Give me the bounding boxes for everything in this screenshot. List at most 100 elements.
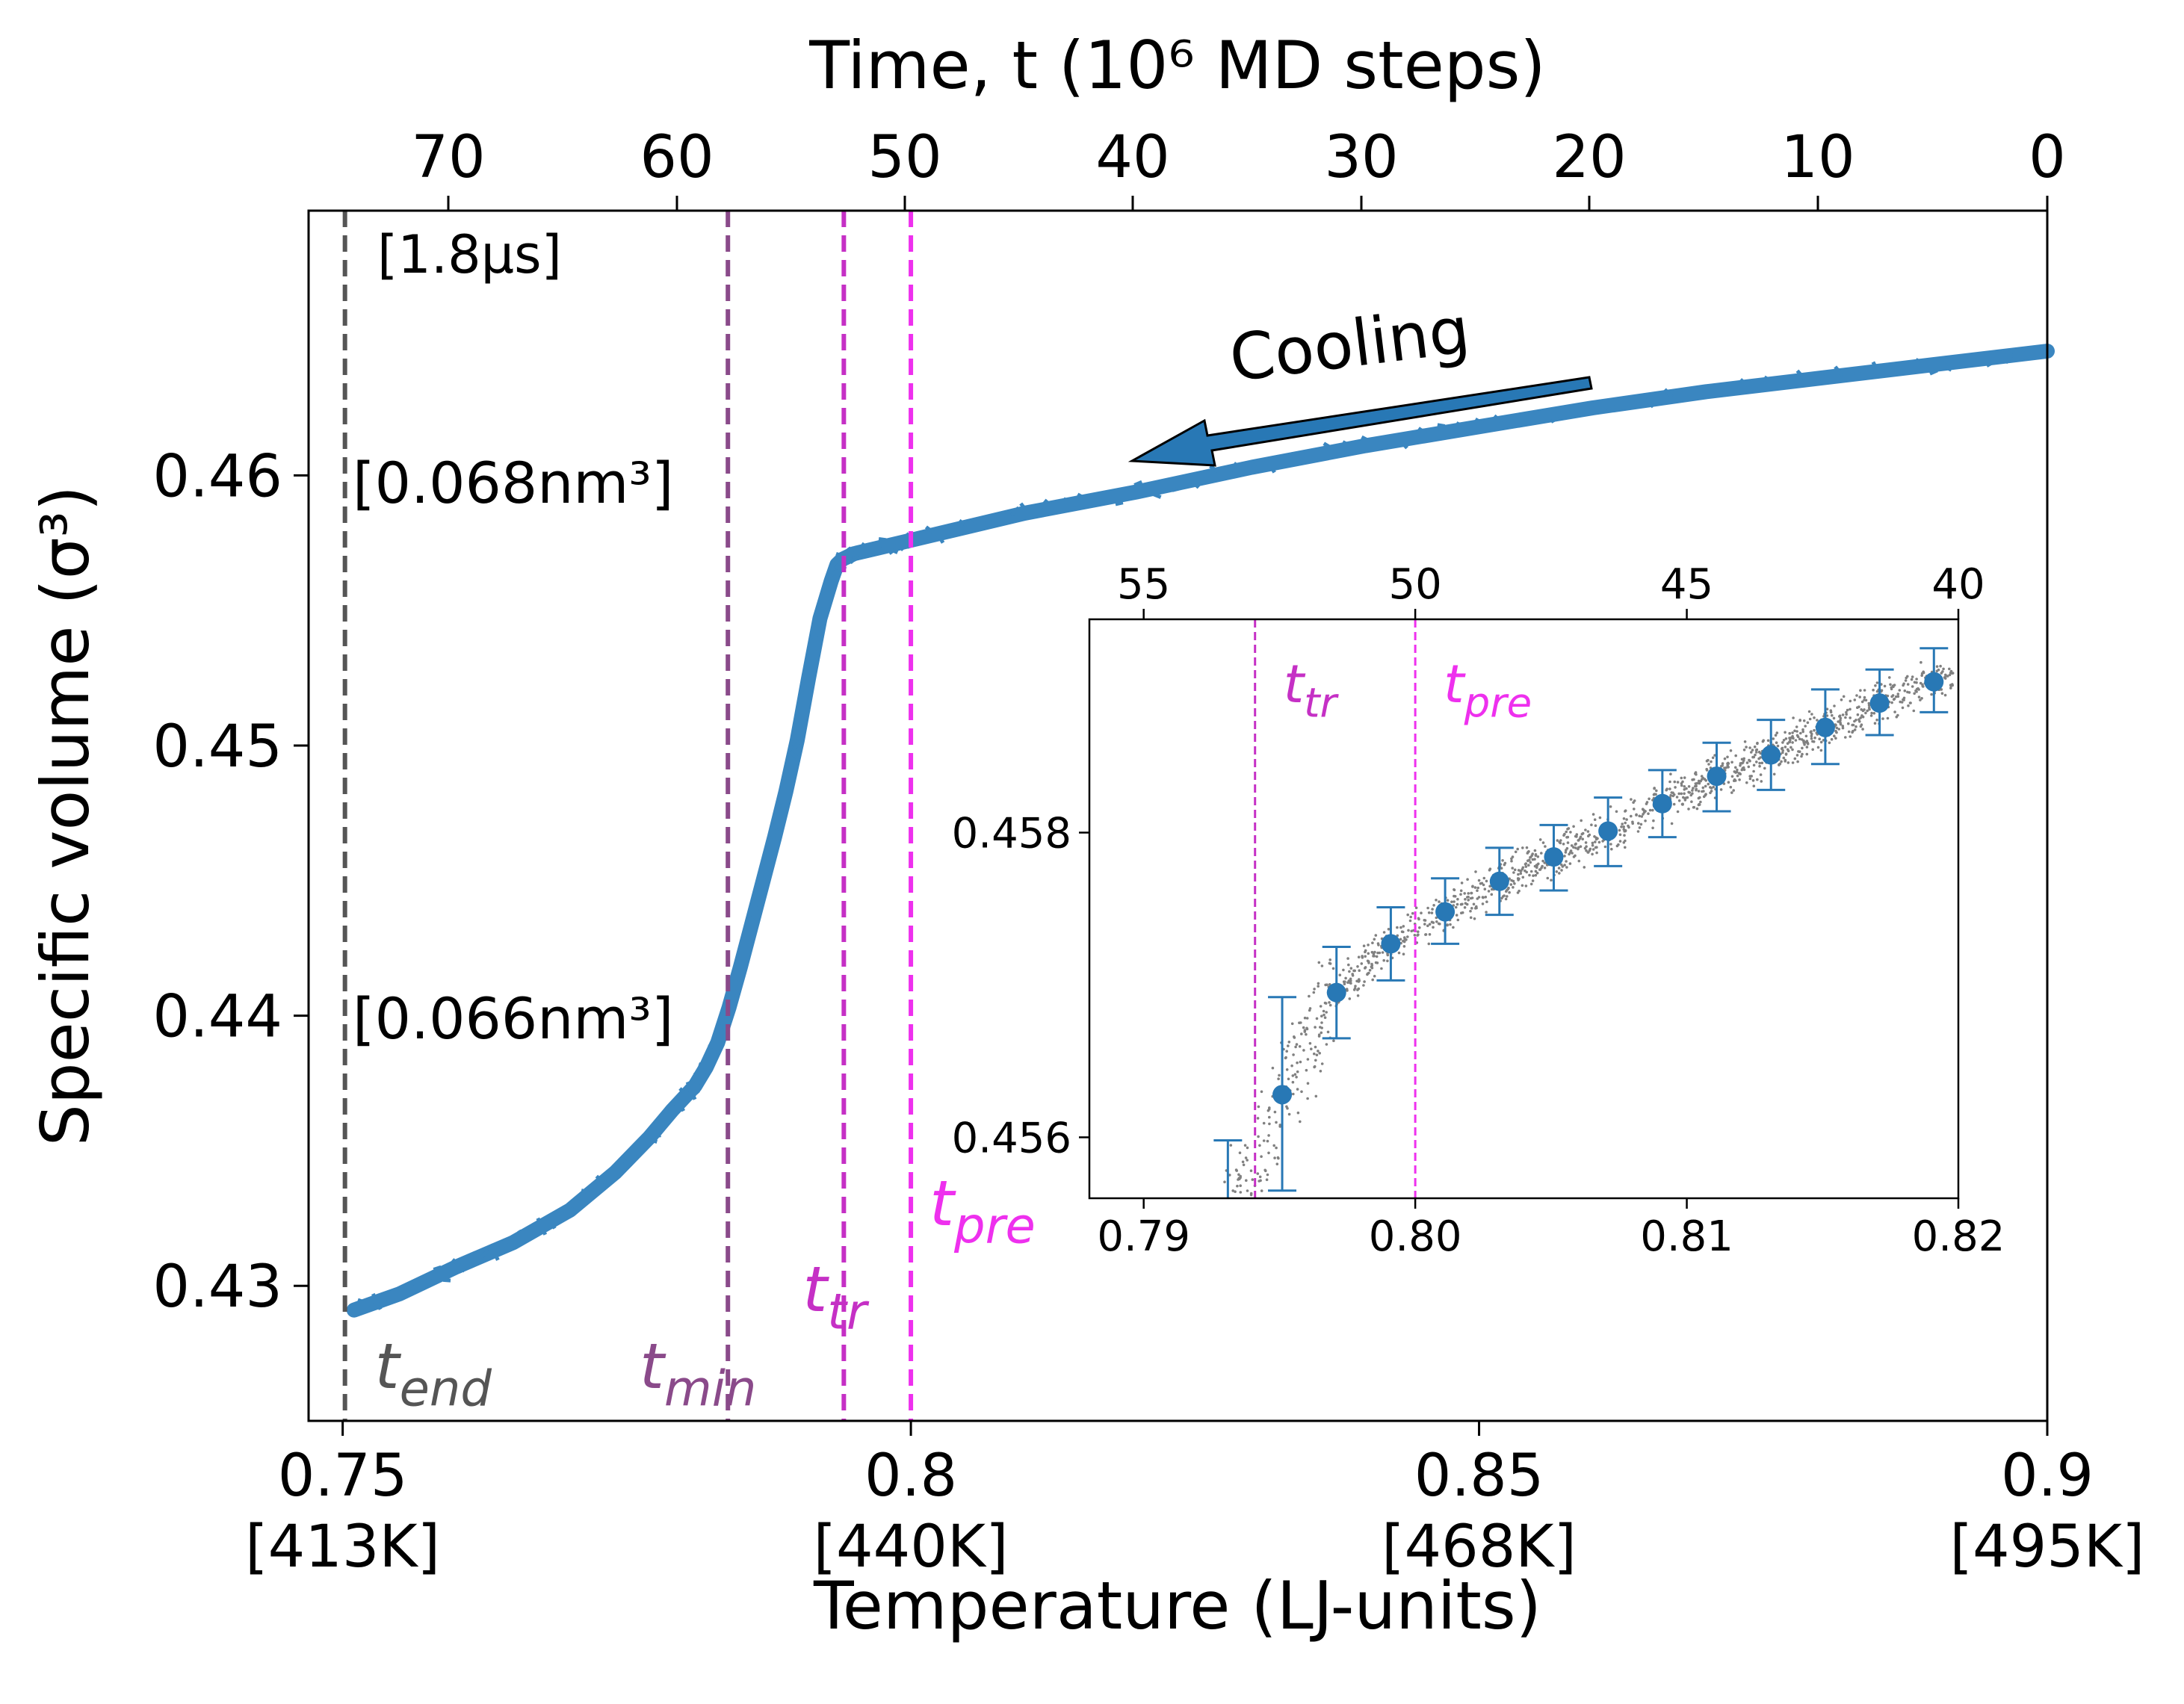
cloud-point — [1609, 805, 1612, 808]
cloud-point — [1674, 786, 1677, 789]
cloud-point — [1534, 870, 1538, 873]
main-series-noise — [622, 1158, 632, 1169]
cloud-point — [1262, 1121, 1266, 1125]
main-series-noise — [814, 625, 823, 631]
cloud-point — [1543, 861, 1547, 864]
inset-point-9 — [1707, 766, 1727, 787]
vline-label-t-pre: tpre — [929, 1167, 1036, 1255]
cloud-point — [1423, 919, 1427, 922]
main-series-noise — [962, 518, 973, 528]
inset-background — [1089, 619, 1958, 1198]
cloud-point — [1475, 906, 1478, 910]
cloud-point — [1239, 1191, 1243, 1194]
cloud-point — [1275, 1146, 1278, 1150]
cloud-point — [1695, 781, 1699, 785]
cloud-point — [1521, 867, 1524, 871]
cloud-point — [1320, 1062, 1324, 1065]
main-series-noise — [667, 1103, 677, 1110]
main-series-noise — [1985, 359, 1996, 368]
cloud-point — [1889, 683, 1892, 687]
cloud-point — [1949, 687, 1952, 690]
cloud-point — [1733, 779, 1737, 782]
main-series-noise — [460, 1256, 471, 1273]
cloud-point — [1713, 754, 1716, 757]
cloud-point — [1381, 951, 1385, 954]
cloud-point — [1512, 886, 1515, 889]
main-series-noise — [698, 1062, 708, 1069]
cloud-point — [1906, 675, 1909, 678]
cloud-point — [1524, 862, 1528, 865]
cloud-point — [1299, 1060, 1302, 1064]
cloud-point — [1291, 1080, 1295, 1084]
cloud-point — [1367, 944, 1370, 947]
cloud-point — [1743, 740, 1747, 743]
cloud-point — [1856, 713, 1860, 716]
cloud-point — [1300, 1032, 1303, 1035]
cloud-point — [1256, 1172, 1260, 1175]
cloud-point — [1308, 1009, 1311, 1012]
cloud-point — [1756, 741, 1759, 745]
cloud-point — [1594, 840, 1597, 843]
cloud-point — [1624, 839, 1627, 843]
cloud-point — [1560, 869, 1563, 872]
cloud-point — [1317, 982, 1320, 985]
cloud-point — [1413, 934, 1417, 937]
cloud-point — [1427, 911, 1431, 914]
cloud-point — [1503, 894, 1506, 897]
cloud-point — [1476, 889, 1479, 892]
cloud-point — [1794, 739, 1798, 742]
cloud-point — [1575, 833, 1579, 836]
cloud-point — [1427, 942, 1431, 946]
cloud-point — [1450, 900, 1453, 903]
cloud-point — [1847, 722, 1850, 725]
cloud-point — [1707, 758, 1710, 762]
cloud-point — [1615, 844, 1619, 848]
cloud-point — [1670, 791, 1674, 794]
cloud-point — [1463, 892, 1466, 895]
main-series-noise — [1778, 377, 1787, 382]
cloud-point — [1902, 682, 1905, 686]
cloud-point — [1791, 761, 1795, 764]
cloud-point — [1801, 746, 1804, 750]
main-plot-frame — [307, 209, 2049, 1422]
cloud-point — [1456, 897, 1459, 901]
cloud-point — [1781, 746, 1784, 750]
cloud-point — [1886, 716, 1890, 720]
cloud-point — [1456, 918, 1460, 922]
x-tick-label-2: 0.85 — [1414, 1443, 1544, 1510]
cloud-point — [1506, 887, 1509, 890]
main-series-noise — [573, 1205, 582, 1211]
cloud-point — [1324, 1002, 1328, 1005]
cloud-point — [1241, 1160, 1245, 1164]
cloud-point — [1584, 828, 1587, 831]
inset-point-10 — [1761, 745, 1781, 765]
cloud-point — [1669, 793, 1672, 797]
cloud-point — [1251, 1178, 1255, 1181]
cloud-point — [1851, 731, 1854, 734]
main-series-noise — [782, 781, 794, 794]
cloud-point — [1622, 817, 1626, 820]
cloud-point — [1237, 1177, 1241, 1180]
main-series-noise — [471, 1255, 480, 1262]
main-series-noise — [759, 870, 770, 882]
main-series-noise — [1606, 399, 1618, 412]
cloud-point — [1258, 1144, 1261, 1147]
cloud-point — [1349, 981, 1352, 985]
cloud-point — [1308, 1041, 1312, 1045]
cloud-point — [1402, 939, 1405, 943]
cloud-point — [1672, 802, 1676, 806]
cloud-point — [1267, 1151, 1270, 1155]
cloud-point — [1856, 706, 1859, 709]
main-series-noise — [604, 1180, 612, 1184]
cloud-point — [1528, 873, 1531, 877]
main-series-noise — [953, 518, 964, 531]
cloud-point — [1754, 753, 1757, 757]
main-series-noise — [565, 1206, 575, 1214]
cloud-point — [1298, 1045, 1302, 1048]
cloud-point — [1697, 790, 1701, 793]
main-series-noise — [1928, 368, 1938, 376]
cloud-point — [1320, 964, 1324, 967]
cloud-point — [1686, 796, 1689, 799]
cloud-point — [1816, 719, 1819, 722]
cloud-point — [1511, 867, 1514, 870]
